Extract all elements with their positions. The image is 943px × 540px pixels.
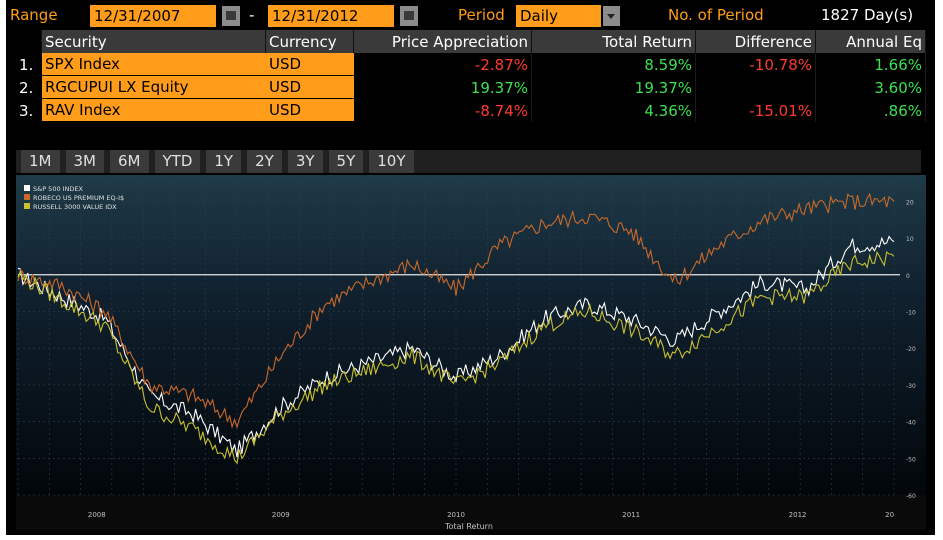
col-header-currency[interactable]: Currency xyxy=(266,30,354,53)
y-tick-label: 0 xyxy=(906,273,910,280)
tab-3y[interactable]: 3Y xyxy=(287,150,323,173)
series-line-0 xyxy=(17,235,895,458)
difference-cell xyxy=(696,76,816,99)
tab-3m[interactable]: 3M xyxy=(65,150,104,173)
y-tick-label: -50 xyxy=(906,456,916,463)
tab-1y[interactable]: 1Y xyxy=(206,150,242,173)
range-dash: - xyxy=(249,6,255,24)
row-number: 3. xyxy=(16,99,42,122)
x-tick-label: 2011 xyxy=(622,511,640,519)
tab-5y[interactable]: 5Y xyxy=(328,150,364,173)
legend-label: ROBECO US PREMIUM EQ-I$ xyxy=(33,194,124,202)
row-number: 2. xyxy=(16,76,42,99)
price-appreciation-cell: -8.74% xyxy=(354,99,532,122)
col-header-difference[interactable]: Difference xyxy=(696,30,816,53)
y-tick-label: -40 xyxy=(906,420,916,427)
x-tick-label: 2012 xyxy=(789,511,807,519)
row-number: 1. xyxy=(16,53,42,76)
tab-2y[interactable]: 2Y xyxy=(247,150,282,173)
annual-eq-cell: 3.60% xyxy=(816,76,926,99)
col-header-security[interactable]: Security xyxy=(42,30,266,53)
num-period-label: No. of Period xyxy=(668,6,764,24)
table-header-row: Security Currency Price Appreciation Tot… xyxy=(16,30,926,53)
period-label: Period xyxy=(458,6,505,24)
annual-eq-cell: 1.66% xyxy=(816,53,926,76)
price-appreciation-cell: -2.87% xyxy=(354,53,532,76)
security-cell[interactable]: RGCUPUI LX Equity xyxy=(42,76,266,99)
legend-label: RUSSELL 3000 VALUE IDX xyxy=(33,203,117,211)
period-tab-bar xyxy=(16,150,921,173)
x-tick-label: 20 xyxy=(885,511,894,519)
x-tick-label: 2010 xyxy=(447,511,465,519)
total-return-cell: 19.37% xyxy=(532,76,696,99)
col-header-annual-eq[interactable]: Annual Eq xyxy=(816,30,926,53)
y-tick-label: -60 xyxy=(906,493,916,500)
table-row: 3. RAV Index USD -8.74% 4.36% -15.01% .8… xyxy=(16,99,926,122)
chart-plot-area xyxy=(16,175,926,495)
legend-swatch xyxy=(24,194,30,200)
num-period-value: 1827 Day(s) xyxy=(821,6,914,24)
x-tick-label: 2009 xyxy=(272,511,290,519)
securities-table: Security Currency Price Appreciation Tot… xyxy=(16,30,926,122)
tab-1m[interactable]: 1M xyxy=(21,150,60,173)
y-tick-label: 20 xyxy=(906,199,914,206)
legend-label: S&P 500 INDEX xyxy=(33,185,84,193)
tab-10y[interactable]: 10Y xyxy=(369,150,414,173)
price-appreciation-cell: 19.37% xyxy=(354,76,532,99)
x-tick-label: 2008 xyxy=(88,511,106,519)
col-header-total-return[interactable]: Total Return xyxy=(532,30,696,53)
y-tick-label: -30 xyxy=(906,383,916,390)
chevron-down-icon[interactable] xyxy=(603,6,620,26)
chart-x-axis-band xyxy=(16,495,926,530)
y-tick-label: -10 xyxy=(906,309,916,316)
series-line-1 xyxy=(17,192,895,429)
currency-cell[interactable]: USD xyxy=(266,53,354,76)
end-date-input[interactable]: 12/31/2012 xyxy=(268,5,394,27)
range-label: Range xyxy=(10,6,58,24)
range-bar: Range 12/31/2007 - 12/31/2012 Period Dai… xyxy=(6,4,935,27)
y-tick-label: 10 xyxy=(906,236,914,243)
currency-cell[interactable]: USD xyxy=(266,76,354,99)
security-cell[interactable]: SPX Index xyxy=(42,53,266,76)
series-line-2 xyxy=(17,250,895,465)
tab-6m[interactable]: 6M xyxy=(110,150,149,173)
difference-cell: -10.78% xyxy=(696,53,816,76)
security-cell[interactable]: RAV Index xyxy=(42,99,266,122)
period-select[interactable]: Daily xyxy=(516,5,601,27)
difference-cell: -15.01% xyxy=(696,99,816,122)
legend-swatch xyxy=(24,203,30,209)
col-header-price-appreciation[interactable]: Price Appreciation xyxy=(354,30,532,53)
x-axis-label: Total Return xyxy=(444,522,493,530)
table-row: 1. SPX Index USD -2.87% 8.59% -10.78% 1.… xyxy=(16,53,926,76)
bloomberg-terminal: Range 12/31/2007 - 12/31/2012 Period Dai… xyxy=(6,0,935,535)
table-row: 2. RGCUPUI LX Equity USD 19.37% 19.37% 3… xyxy=(16,76,926,99)
total-return-cell: 8.59% xyxy=(532,53,696,76)
y-tick-label: -20 xyxy=(906,346,916,353)
legend-swatch xyxy=(24,185,30,191)
currency-cell[interactable]: USD xyxy=(266,99,354,122)
start-calendar-icon[interactable] xyxy=(222,6,240,26)
annual-eq-cell: .86% xyxy=(816,99,926,122)
tab-ytd[interactable]: YTD xyxy=(154,150,201,173)
start-date-input[interactable]: 12/31/2007 xyxy=(90,5,216,27)
period-tabs: 1M 3M 6M YTD 1Y 2Y 3Y 5Y 10Y xyxy=(21,150,414,173)
end-calendar-icon[interactable] xyxy=(400,6,418,26)
total-return-cell: 4.36% xyxy=(532,99,696,122)
